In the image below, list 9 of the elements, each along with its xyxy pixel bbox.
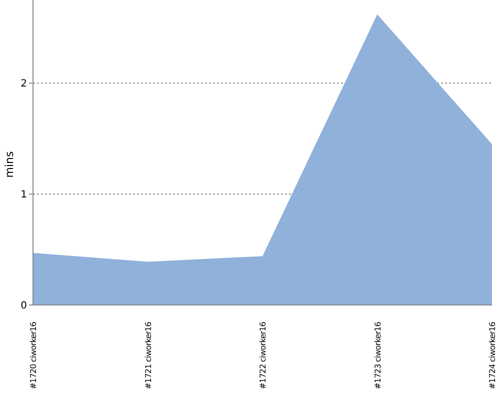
x-tick-label: #1722 ciworker16 [258,322,268,390]
x-tick-label: #1724 ciworker16 [488,322,497,390]
x-tick-label: #1720 ciworker16 [29,322,38,390]
y-axis-title: mins [3,151,16,178]
y-tick-label: 2 [20,78,27,90]
y-tick-label: 1 [20,190,27,201]
x-tick-label: #1723 ciworker16 [373,322,382,390]
x-tick-label: #1721 ciworker16 [144,322,153,390]
y-tick-label: 0 [20,300,27,312]
